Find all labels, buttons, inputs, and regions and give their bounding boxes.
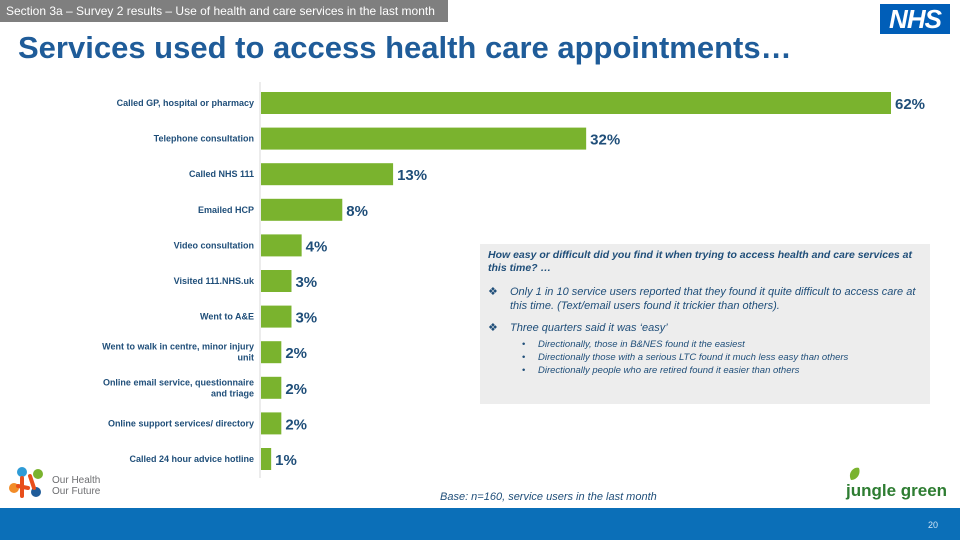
- footer-bar: 20: [0, 508, 960, 540]
- bar-9: [261, 376, 282, 399]
- info-question: How easy or difficult did you find it wh…: [488, 249, 913, 274]
- finding-subpoint: Directionally those with a serious LTC f…: [516, 351, 848, 364]
- finding-subpoint: Directionally people who are retired fou…: [516, 364, 848, 377]
- our-health-our-future-logo-text: Our Health Our Future: [52, 475, 100, 497]
- bar-2: [261, 127, 587, 150]
- page-number: 20: [927, 520, 938, 530]
- value-label: 62%: [895, 96, 925, 113]
- value-label: 2%: [285, 416, 307, 433]
- bar-8: [261, 341, 282, 364]
- finding-text: Only 1 in 10 service users reported that…: [510, 286, 916, 312]
- bar-5: [261, 234, 302, 257]
- finding-subpoint: Directionally, those in B&NES found it t…: [516, 338, 848, 351]
- finding-subpoints: Directionally, those in B&NES found it t…: [510, 338, 848, 377]
- value-label: 1%: [275, 452, 297, 469]
- bar-3: [261, 163, 394, 186]
- jungle-green-logo: jungle green: [846, 481, 948, 500]
- value-label: 2%: [285, 345, 307, 362]
- category-label: Called 24 hour advice hotline: [129, 454, 254, 464]
- bar-10: [261, 412, 282, 435]
- category-label: Online email service, questionnaire and t…: [103, 377, 254, 398]
- finding-item: ❖ Three quarters said it was ‘easy’ Dire…: [488, 321, 922, 377]
- category-label: Went to A&E: [200, 312, 254, 322]
- value-label: 3%: [295, 274, 317, 291]
- our-health-our-future-logo-icon: [9, 467, 43, 498]
- finding-item: ❖ Only 1 in 10 service users reported th…: [488, 285, 922, 313]
- category-label: Video consultation: [174, 240, 254, 250]
- category-label: Went to walk in centre, minor injury unit: [102, 342, 254, 363]
- section-tag: Section 3a – Survey 2 results – Use of h…: [0, 0, 448, 22]
- category-label: Called GP, hospital or pharmacy: [117, 98, 254, 108]
- category-label: Telephone consultation: [154, 134, 254, 144]
- value-label: 32%: [590, 132, 620, 149]
- logo-line-2: Our Future: [52, 486, 101, 497]
- category-label: Online support services/ directory: [108, 418, 254, 428]
- value-label: 8%: [346, 203, 368, 220]
- logo-line-1: Our Health: [52, 475, 101, 486]
- value-label: 2%: [285, 381, 307, 398]
- category-label: Called NHS 111: [189, 169, 254, 179]
- bar-chart: Called GP, hospital or pharmacy 62% Teleph…: [102, 82, 925, 478]
- value-label: 4%: [306, 238, 328, 255]
- category-label: Visited 111.NHS.uk: [174, 276, 255, 286]
- finding-text: Three quarters said it was ‘easy’: [510, 322, 668, 334]
- bar-7: [261, 305, 292, 328]
- nhs-logo: NHS: [880, 4, 950, 34]
- bar-1: [261, 92, 891, 114]
- category-label: Emailed HCP: [198, 205, 254, 215]
- value-label: 13%: [397, 167, 427, 184]
- bar-6: [261, 270, 292, 292]
- diamond-bullet-icon: ❖: [488, 322, 498, 334]
- value-label: 3%: [295, 310, 317, 327]
- base-note: Base: n=160, service users in the last m…: [440, 491, 657, 503]
- info-box: How easy or difficult did you find it wh…: [480, 244, 930, 404]
- bar-4: [261, 198, 343, 221]
- jungle-green-leaf-icon: [849, 467, 860, 480]
- diamond-bullet-icon: ❖: [488, 286, 498, 298]
- bar-11: [261, 448, 272, 470]
- page-title: Services used to access health care appo…: [18, 30, 792, 65]
